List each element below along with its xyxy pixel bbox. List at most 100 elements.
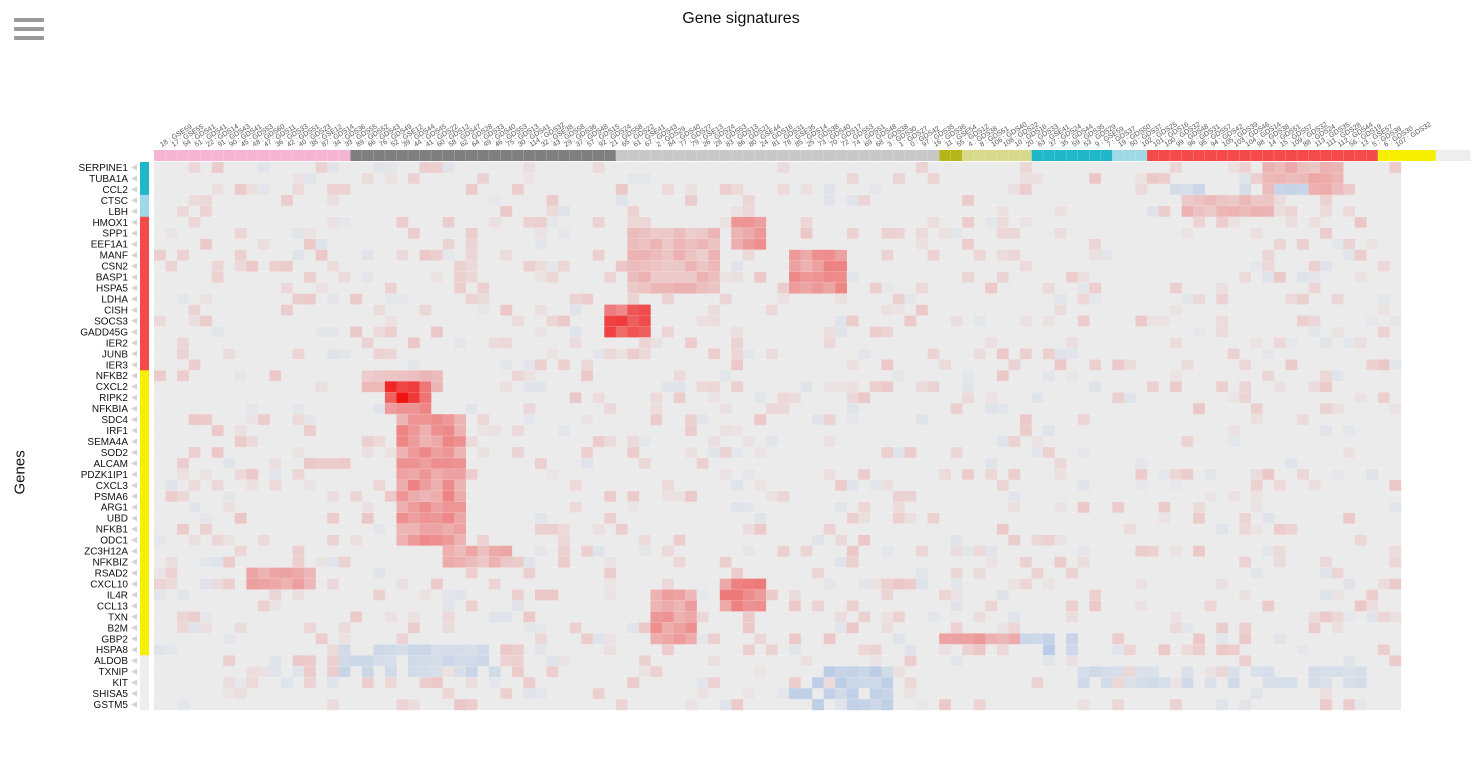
heatmap-cell <box>927 381 940 393</box>
heatmap-cell <box>754 633 767 645</box>
heatmap-cell <box>408 337 420 349</box>
heatmap-cell <box>789 282 801 294</box>
heatmap-cell <box>731 578 744 590</box>
heatmap-cell <box>869 479 882 491</box>
heatmap-cell <box>985 216 998 228</box>
heatmap-cell <box>719 578 732 590</box>
heatmap-cell <box>638 172 651 185</box>
heatmap-cell <box>742 238 755 250</box>
heatmap-cell <box>1066 348 1078 360</box>
heatmap-cell <box>996 644 1009 656</box>
heatmap-cell <box>731 260 744 272</box>
heatmap-cell <box>638 249 651 261</box>
heatmap-cell <box>1297 414 1309 426</box>
heatmap-cell <box>1308 381 1321 393</box>
heatmap-cell <box>246 677 259 689</box>
heatmap-cell <box>408 457 420 470</box>
heatmap-cell <box>927 348 940 360</box>
heatmap-cell <box>800 183 813 196</box>
heatmap-cell <box>431 578 443 590</box>
heatmap-cell <box>685 227 697 239</box>
heatmap-cell <box>1204 490 1217 502</box>
heatmap-cell <box>985 545 998 557</box>
row-marker <box>131 646 137 653</box>
heatmap-cell <box>1297 293 1309 305</box>
heatmap-cell <box>361 436 374 448</box>
heatmap-cell <box>177 205 189 217</box>
heatmap-cell <box>535 216 547 228</box>
heatmap-cell <box>1123 666 1136 678</box>
heatmap-cell <box>1239 271 1252 283</box>
heatmap-cell <box>1239 523 1252 535</box>
heatmap-cell <box>950 589 963 601</box>
heatmap-cell <box>419 534 432 546</box>
heatmap-cell <box>419 249 432 261</box>
heatmap-cell <box>546 655 559 667</box>
heatmap-cell <box>177 337 189 349</box>
heatmap-cell <box>1331 162 1344 174</box>
heatmap-cell <box>1193 183 1205 196</box>
heatmap-cell <box>627 227 640 239</box>
heatmap-cell <box>535 260 547 272</box>
heatmap-cell <box>546 348 559 360</box>
heatmap-cell <box>1204 666 1217 678</box>
heatmap-cell <box>916 578 928 590</box>
heatmap-cell <box>477 282 490 294</box>
heatmap-cell <box>558 655 570 667</box>
heatmap-cell <box>188 534 201 546</box>
heatmap-cell <box>685 589 697 601</box>
heatmap-cell <box>1389 545 1402 557</box>
heatmap-cell <box>581 293 593 305</box>
heatmap-cell <box>419 644 432 656</box>
heatmap-cell <box>1273 479 1286 491</box>
heatmap-cell <box>338 633 351 645</box>
heatmap-cell <box>1331 172 1344 185</box>
heatmap-cell <box>742 205 755 217</box>
heatmap-cell <box>569 326 582 338</box>
heatmap-cell <box>211 271 224 283</box>
heatmap-cell <box>823 578 836 590</box>
heatmap-cell <box>234 545 247 557</box>
heatmap-cell <box>465 293 478 305</box>
heatmap-cell <box>246 436 259 448</box>
heatmap-cell <box>1285 162 1298 174</box>
heatmap-cell <box>638 238 651 250</box>
heatmap-cell <box>1146 666 1159 678</box>
row-marker <box>131 690 137 697</box>
heatmap-cell <box>985 337 998 349</box>
heatmap-cell <box>1077 479 1090 491</box>
heatmap-cell <box>1066 644 1078 656</box>
heatmap-cell <box>465 271 478 283</box>
heatmap-cell <box>708 282 720 294</box>
heatmap-cell <box>1308 326 1321 338</box>
heatmap-cell <box>627 326 640 338</box>
heatmap-cell <box>1227 677 1240 689</box>
heatmap-cell <box>511 556 524 568</box>
heatmap-cell <box>904 293 917 305</box>
heatmap-cell <box>546 260 559 272</box>
heatmap-cell <box>789 589 801 601</box>
menu-button[interactable] <box>14 18 44 44</box>
heatmap-cell <box>257 238 270 250</box>
heatmap-cell <box>211 260 224 272</box>
heatmap-cell <box>973 611 986 623</box>
heatmap-cell <box>812 249 824 261</box>
heatmap-cell <box>408 655 420 667</box>
heatmap-cell <box>939 644 951 656</box>
heatmap-cell <box>546 271 559 283</box>
heatmap-cell <box>1193 293 1205 305</box>
heatmap-cell <box>1239 556 1252 568</box>
heatmap-cell <box>754 414 767 426</box>
heatmap-cell <box>211 425 224 437</box>
heatmap-cell <box>719 183 732 196</box>
heatmap-cell <box>1227 348 1240 360</box>
heatmap-cell <box>1019 183 1032 196</box>
heatmap-cell <box>408 172 420 185</box>
row-marker <box>131 208 137 215</box>
heatmap-cell <box>985 468 998 481</box>
heatmap-cell <box>350 655 363 667</box>
heatmap-cell <box>269 655 282 667</box>
heatmap-cell <box>950 600 963 612</box>
heatmap-cell <box>881 282 894 294</box>
heatmap-cell <box>812 699 824 711</box>
